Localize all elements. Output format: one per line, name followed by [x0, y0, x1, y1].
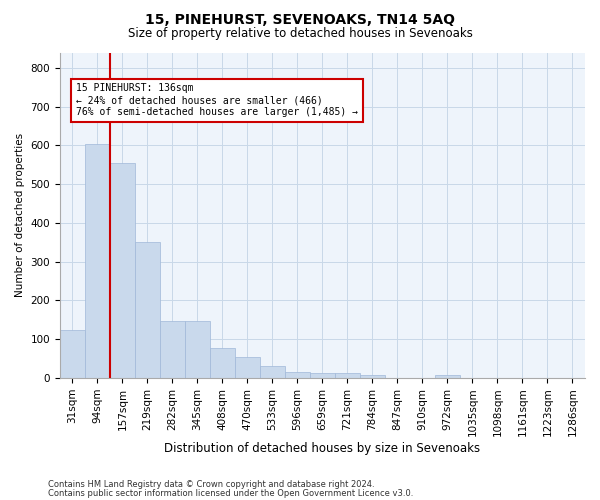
Text: 15, PINEHURST, SEVENOAKS, TN14 5AQ: 15, PINEHURST, SEVENOAKS, TN14 5AQ — [145, 12, 455, 26]
Text: Contains HM Land Registry data © Crown copyright and database right 2024.: Contains HM Land Registry data © Crown c… — [48, 480, 374, 489]
Y-axis label: Number of detached properties: Number of detached properties — [15, 133, 25, 298]
Bar — [210, 348, 235, 378]
Bar — [285, 372, 310, 378]
Bar — [435, 375, 460, 378]
Bar — [110, 163, 135, 378]
Bar — [160, 320, 185, 378]
Text: Contains public sector information licensed under the Open Government Licence v3: Contains public sector information licen… — [48, 488, 413, 498]
Bar — [60, 330, 85, 378]
Bar — [85, 144, 110, 378]
Bar — [310, 373, 335, 378]
Bar — [185, 320, 210, 378]
Bar — [260, 366, 285, 378]
Bar — [335, 373, 360, 378]
X-axis label: Distribution of detached houses by size in Sevenoaks: Distribution of detached houses by size … — [164, 442, 481, 455]
Text: 15 PINEHURST: 136sqm
← 24% of detached houses are smaller (466)
76% of semi-deta: 15 PINEHURST: 136sqm ← 24% of detached h… — [76, 84, 358, 116]
Bar — [235, 356, 260, 378]
Bar — [360, 376, 385, 378]
Text: Size of property relative to detached houses in Sevenoaks: Size of property relative to detached ho… — [128, 28, 472, 40]
Bar — [135, 242, 160, 378]
